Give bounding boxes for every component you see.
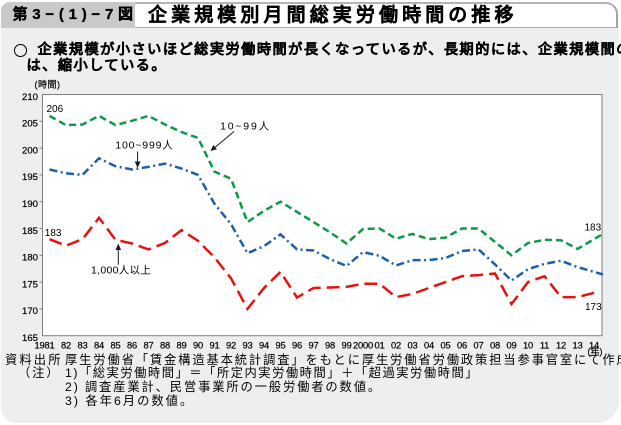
svg-text:93: 93 [242, 340, 252, 351]
svg-text:13: 13 [572, 340, 582, 351]
svg-text:185: 185 [22, 226, 38, 237]
svg-text:89: 89 [176, 340, 186, 351]
svg-text:10~99人: 10~99人 [220, 120, 271, 132]
svg-text:83: 83 [77, 340, 87, 351]
svg-text:(年): (年) [588, 346, 603, 357]
svg-text:173: 173 [585, 302, 602, 313]
svg-text:183: 183 [585, 222, 602, 233]
svg-text:170: 170 [22, 306, 38, 317]
svg-text:165: 165 [22, 333, 38, 344]
svg-text:200: 200 [22, 145, 38, 156]
svg-text:94: 94 [259, 340, 269, 351]
svg-text:98: 98 [325, 340, 335, 351]
svg-text:90: 90 [193, 340, 203, 351]
svg-text:02: 02 [391, 340, 401, 351]
svg-text:03: 03 [407, 340, 417, 351]
svg-text:06: 06 [457, 340, 467, 351]
svg-text:04: 04 [424, 340, 434, 351]
svg-text:91: 91 [209, 340, 219, 351]
svg-text:97: 97 [308, 340, 318, 351]
svg-text:84: 84 [94, 340, 104, 351]
svg-text:206: 206 [47, 104, 64, 115]
svg-text:96: 96 [292, 340, 302, 351]
svg-text:190: 190 [22, 199, 38, 210]
svg-text:195: 195 [22, 172, 38, 183]
svg-text:05: 05 [440, 340, 450, 351]
svg-text:180: 180 [22, 253, 38, 264]
svg-text:92: 92 [226, 340, 236, 351]
svg-text:87: 87 [143, 340, 153, 351]
svg-text:10: 10 [523, 340, 533, 351]
svg-text:11: 11 [540, 340, 549, 351]
svg-text:1,000人以上: 1,000人以上 [91, 264, 151, 276]
svg-text:2000: 2000 [353, 340, 373, 351]
svg-text:(時間): (時間) [35, 80, 61, 90]
svg-text:100~999人: 100~999人 [115, 140, 173, 152]
svg-text:07: 07 [473, 340, 483, 351]
svg-text:205: 205 [22, 119, 38, 130]
svg-text:99: 99 [341, 340, 351, 351]
svg-text:1981: 1981 [34, 340, 54, 351]
svg-text:210: 210 [22, 92, 38, 103]
svg-text:09: 09 [506, 340, 516, 351]
svg-text:82: 82 [61, 340, 71, 351]
svg-text:12: 12 [556, 340, 566, 351]
svg-text:88: 88 [160, 340, 170, 351]
svg-text:14: 14 [589, 340, 599, 351]
svg-text:08: 08 [490, 340, 500, 351]
svg-text:86: 86 [127, 340, 137, 351]
svg-text:95: 95 [275, 340, 285, 351]
svg-text:85: 85 [110, 340, 120, 351]
svg-text:01: 01 [374, 340, 384, 351]
svg-text:175: 175 [22, 279, 38, 290]
svg-text:183: 183 [45, 228, 62, 239]
